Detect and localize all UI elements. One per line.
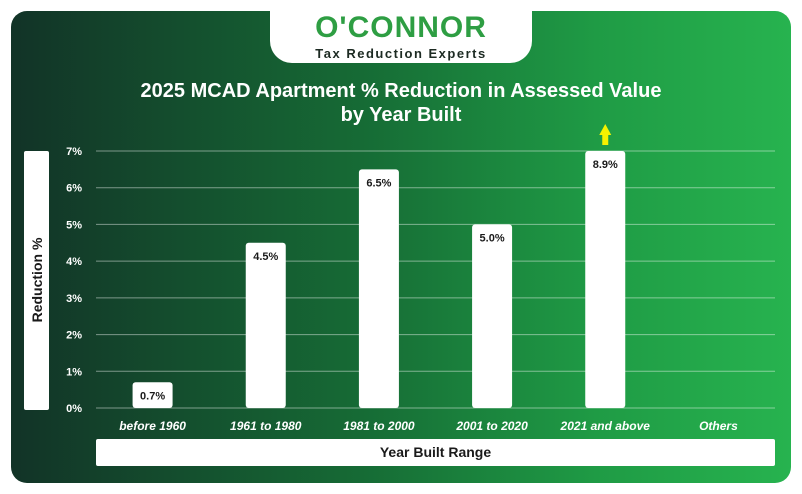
bar-data-label: 5.0% [480, 232, 505, 244]
bar [132, 382, 173, 408]
chart-title-line-2: by Year Built [340, 104, 462, 126]
x-tick-label: Others [699, 419, 738, 433]
axis-overflow-arrow-icon [599, 124, 612, 145]
x-tick-label: 1981 to 2000 [343, 419, 415, 433]
y-tick-label: 6% [66, 183, 82, 195]
chart-title-line-1: 2025 MCAD Apartment % Reduction in Asses… [140, 80, 662, 102]
brand-logo: O'CONNOR [315, 11, 487, 44]
chart-title: 2025 MCAD Apartment % Reduction in Asses… [11, 79, 791, 127]
x-tick-label: 2001 to 2020 [455, 419, 528, 433]
y-axis-label-box [24, 151, 49, 410]
bar-data-label: 4.5% [253, 251, 278, 263]
y-tick-label: 2% [66, 330, 82, 342]
bar [585, 151, 626, 408]
y-tick-label: 4% [66, 256, 82, 268]
y-tick-label: 7% [66, 146, 82, 158]
y-tick-label: 0% [66, 403, 82, 415]
x-axis-label: Year Built Range [96, 439, 775, 466]
y-tick-label: 1% [66, 366, 82, 378]
bar [472, 224, 513, 408]
x-tick-label: 1961 to 1980 [230, 419, 302, 433]
y-tick-label: 3% [66, 293, 82, 305]
bar-data-label: 8.9% [593, 159, 618, 171]
x-tick-label: before 1960 [119, 419, 186, 433]
bar [245, 242, 286, 408]
bar-data-label: 6.5% [366, 177, 391, 189]
x-tick-label: 2021 and above [560, 419, 651, 433]
y-tick-label: 5% [66, 219, 82, 231]
bar-data-label: 0.7% [140, 390, 165, 402]
bar [358, 169, 399, 408]
logo-tab: O'CONNOR Tax Reduction Experts [270, 11, 532, 63]
brand-tagline: Tax Reduction Experts [315, 46, 487, 61]
